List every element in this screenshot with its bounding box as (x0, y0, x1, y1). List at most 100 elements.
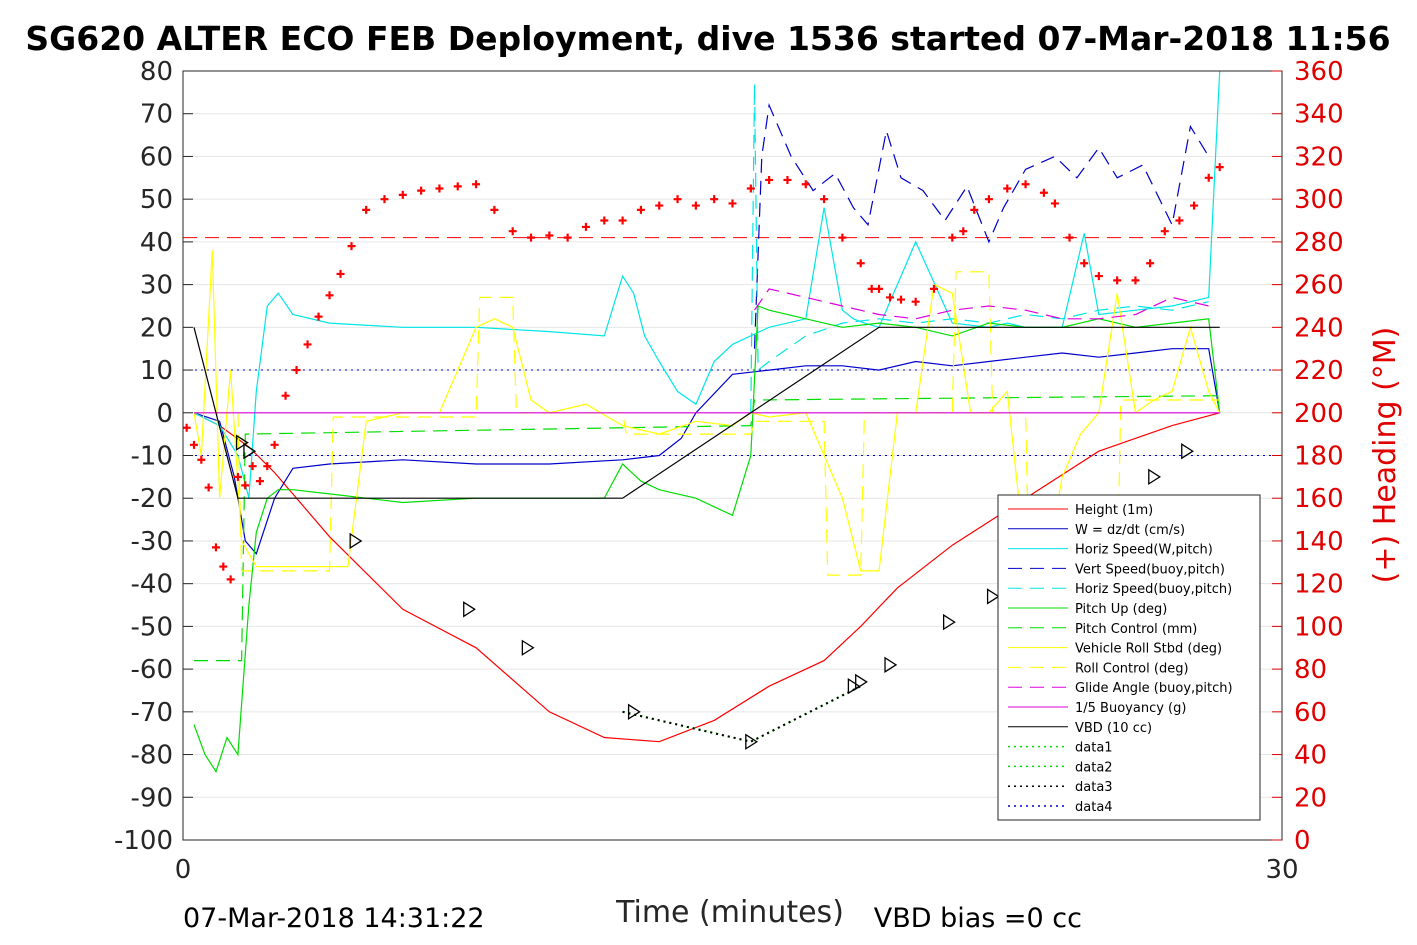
heading-marker (959, 227, 968, 236)
heading-marker (204, 483, 213, 492)
heading-marker (417, 186, 426, 195)
legend-label: Pitch Up (deg) (1075, 602, 1167, 617)
heading-marker (1215, 163, 1224, 172)
heading-marker (347, 242, 356, 251)
legend-label: 1/5 Buoyancy (g) (1075, 701, 1186, 716)
left-tick-label: 50 (140, 185, 173, 215)
right-axis-ticks: 0 20 40 60 80 100 120 140 160 180 200 220 240 260 280 3… (1272, 57, 1344, 856)
heading-marker (1190, 201, 1199, 210)
heading-marker (618, 216, 627, 225)
right-tick-label: 60 (1294, 698, 1327, 728)
left-tick-label: -40 (131, 570, 173, 600)
left-tick-label: -100 (114, 826, 173, 856)
heading-marker (636, 205, 645, 214)
heading-marker (292, 366, 301, 375)
heading-marker (1050, 199, 1059, 208)
heading-marker (248, 462, 257, 471)
triangle-marker (235, 434, 249, 451)
right-tick-label: 100 (1294, 612, 1344, 642)
left-tick-label: 0 (156, 399, 173, 429)
legend-label: data2 (1075, 760, 1113, 775)
legend-label: Vert Speed(buoy,pitch) (1075, 562, 1225, 577)
heading-marker (219, 562, 228, 571)
reference-lines (183, 237, 1282, 456)
triangle-marker (349, 532, 363, 550)
triangle-marker (884, 656, 898, 674)
legend-label: Vehicle Roll Stbd (deg) (1075, 642, 1222, 657)
heading-marker (746, 184, 755, 193)
left-tick-label: 30 (140, 271, 173, 301)
heading-marker (673, 195, 682, 204)
legend-label: data4 (1075, 800, 1113, 815)
legend-label: Pitch Control (mm) (1075, 622, 1197, 637)
heading-marker (1065, 233, 1074, 242)
heading-marker (1160, 227, 1169, 236)
triangle-marker (847, 678, 861, 695)
legend-label: VBD (10 cc) (1075, 721, 1152, 736)
left-tick-label: 20 (140, 313, 173, 343)
left-tick-label: -70 (131, 698, 173, 728)
heading-marker (527, 233, 536, 242)
heading-marker (189, 440, 198, 449)
series-line (754, 288, 1209, 320)
triangle-marker (1148, 468, 1161, 486)
left-tick-label: -60 (131, 655, 173, 685)
right-tick-label: 240 (1294, 313, 1344, 343)
heading-marker (380, 195, 389, 204)
heading-markers (182, 163, 1224, 584)
right-tick-label: 320 (1294, 142, 1344, 172)
heading-marker (691, 201, 700, 210)
heading-marker (984, 195, 993, 204)
footer-timestamp: 07-Mar-2018 14:31:22 (183, 903, 485, 934)
right-tick-label: 300 (1294, 185, 1344, 215)
heading-marker (765, 175, 774, 184)
heading-marker (453, 182, 462, 191)
left-tick-label: -20 (131, 484, 173, 514)
heading-marker (435, 184, 444, 193)
right-tick-label: 120 (1294, 570, 1344, 600)
right-tick-label: 200 (1294, 399, 1344, 429)
heading-marker (911, 297, 920, 306)
triangle-marker (463, 601, 476, 618)
heading-marker (929, 284, 938, 293)
heading-marker (1146, 259, 1155, 268)
triangle-marker (745, 733, 759, 750)
heading-marker (600, 216, 609, 225)
legend-label: data1 (1075, 741, 1113, 756)
right-tick-label: 360 (1294, 57, 1344, 87)
legend: Height (1m) W = dz/dt (cm/s) Horiz Speed(W… (997, 494, 1261, 821)
heading-marker (867, 284, 876, 293)
heading-marker (581, 222, 590, 231)
heading-marker (211, 543, 220, 552)
heading-marker (336, 269, 345, 278)
heading-marker (255, 477, 264, 486)
right-tick-label: 80 (1294, 655, 1327, 685)
heading-marker (1039, 188, 1048, 197)
heading-marker (710, 195, 719, 204)
legend-box (997, 494, 1261, 821)
left-tick-label: -10 (131, 442, 173, 472)
right-tick-label: 40 (1294, 741, 1327, 771)
heading-marker (1021, 180, 1030, 189)
heading-marker (490, 205, 499, 214)
heading-marker (875, 284, 884, 293)
heading-marker (783, 175, 792, 184)
right-tick-label: 180 (1294, 442, 1344, 472)
triangle-marker (855, 673, 868, 691)
right-tick-label: 140 (1294, 527, 1344, 557)
right-tick-label: 220 (1294, 356, 1344, 386)
triangle-marker (942, 613, 956, 631)
heading-marker (270, 440, 279, 449)
left-tick-label: -30 (131, 527, 173, 557)
series-lines (193, 70, 1221, 773)
left-tick-label: 10 (140, 356, 173, 386)
triangle-marker (1181, 443, 1194, 460)
heading-marker (362, 205, 371, 214)
heading-marker (563, 233, 572, 242)
triangle-marker (986, 588, 1000, 605)
legend-label: Horiz Speed(buoy,pitch) (1075, 582, 1232, 597)
heading-marker (948, 233, 957, 242)
series-line (194, 395, 1220, 662)
legend-label: Horiz Speed(W,pitch) (1075, 543, 1213, 558)
legend-label: Roll Control (deg) (1075, 661, 1189, 676)
